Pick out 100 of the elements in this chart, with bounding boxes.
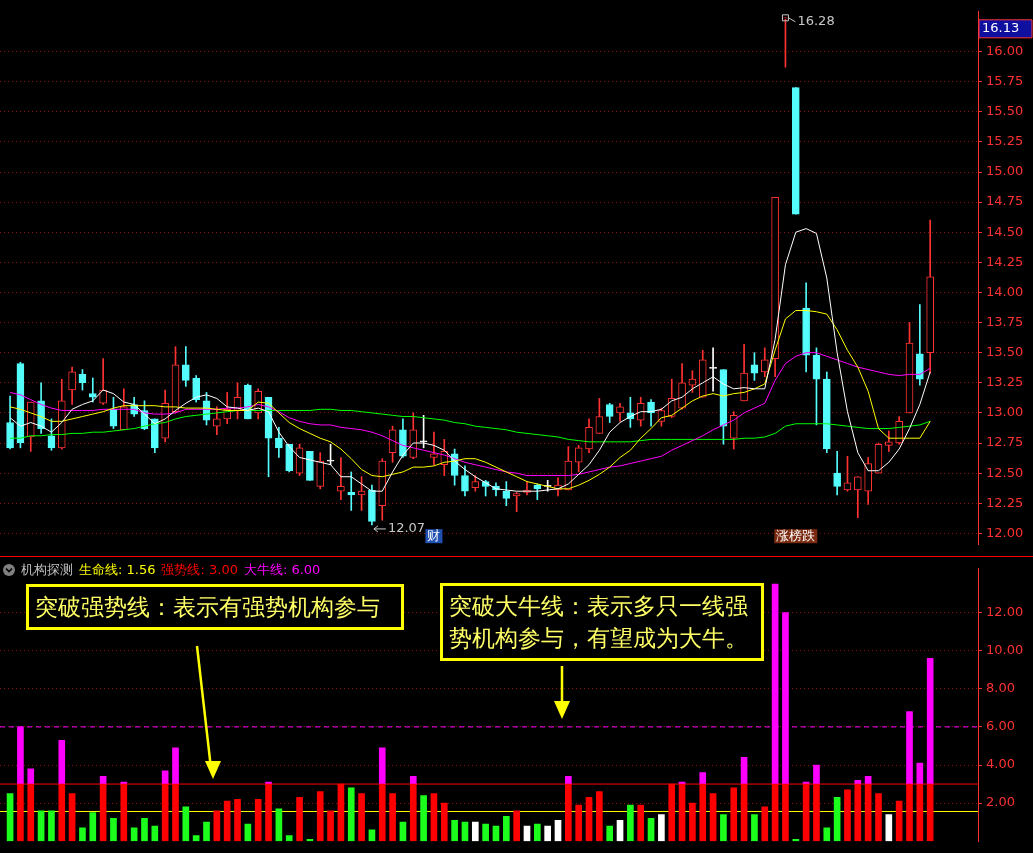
bar [368, 829, 376, 842]
bar [68, 793, 76, 842]
bar [110, 818, 117, 842]
bar [285, 835, 293, 842]
annotation: 财 [427, 527, 441, 543]
y-tick-label: 12.50 [986, 464, 1024, 480]
bar [637, 804, 645, 842]
bar [575, 804, 583, 842]
bar [513, 810, 520, 842]
bar [502, 816, 510, 842]
text: 16.13 [982, 20, 1020, 36]
bar [782, 612, 789, 785]
bar [451, 819, 458, 842]
y-tick-label: 12.00 [986, 524, 1024, 540]
bar [275, 808, 283, 842]
y-tick-label: 4.00 [986, 756, 1015, 772]
bar [627, 804, 634, 842]
y-tick-label: 15.75 [986, 73, 1024, 89]
bar [544, 825, 551, 842]
bar [792, 838, 800, 842]
bar [161, 770, 169, 785]
y-tick-label: 10.00 [986, 642, 1024, 658]
annotation: 突破强势线：表示有强势机构参与 [26, 584, 404, 630]
bar [420, 795, 427, 842]
ref-line-label: 强势线: 3.00 [161, 561, 238, 579]
bar [89, 812, 97, 842]
bar [141, 818, 148, 842]
bar [430, 793, 438, 842]
bar [6, 793, 14, 842]
bar [327, 810, 334, 842]
bar [709, 793, 717, 842]
bar [471, 821, 479, 842]
bar [565, 776, 572, 785]
candlestick [347, 471, 356, 511]
y-tick-label: 15.25 [986, 133, 1024, 149]
bar [482, 823, 489, 842]
bar [79, 827, 86, 842]
bar [234, 798, 241, 842]
bar [37, 810, 45, 842]
bar [358, 793, 365, 842]
bar [223, 800, 231, 842]
bar [606, 825, 614, 842]
ref-line-label: 生命线: 1.56 [79, 561, 156, 579]
bar [585, 797, 593, 842]
bar [875, 793, 882, 842]
bar [596, 791, 603, 842]
bar [192, 835, 200, 842]
y-tick-label: 2.00 [986, 794, 1015, 810]
bar [647, 818, 655, 842]
bar [689, 802, 696, 842]
candlestick [337, 457, 345, 500]
bar [844, 789, 851, 842]
y-tick-label: 8.00 [986, 680, 1015, 696]
bar [761, 806, 769, 842]
y-tick-label: 13.00 [986, 404, 1024, 420]
bar [203, 821, 210, 842]
bar [926, 658, 934, 785]
bar [378, 747, 386, 785]
y-tick-label: 13.50 [986, 344, 1024, 360]
bar [854, 779, 862, 785]
bar [720, 814, 727, 842]
bar [48, 810, 55, 842]
bar [730, 787, 738, 842]
bar [27, 768, 35, 785]
annotation: 16.28 [797, 13, 835, 29]
ref-line-label: 大牛线: 6.00 [243, 561, 321, 579]
bar [823, 827, 831, 842]
chart-title: 机构探测 [21, 561, 73, 579]
bar [213, 810, 221, 842]
bar [440, 802, 448, 842]
annotation: 涨榜跌 [776, 527, 816, 543]
bar [699, 772, 707, 785]
y-tick-label: 16.00 [986, 42, 1024, 58]
bar [254, 798, 262, 842]
bar [151, 825, 159, 842]
y-tick-label: 14.00 [986, 283, 1024, 299]
bar [296, 797, 303, 842]
bar [409, 776, 417, 785]
y-tick-label: 6.00 [986, 718, 1015, 734]
bar [58, 739, 66, 785]
y-tick-label: 12.25 [986, 494, 1024, 510]
bar [172, 747, 179, 785]
bar [833, 797, 841, 842]
bar [347, 787, 355, 842]
y-tick-label: 15.50 [986, 103, 1024, 119]
bar [813, 764, 820, 785]
bar [885, 814, 893, 842]
annotation: 突破大牛线：表示多只一线强势机构参与，有望成为大牛。 [440, 583, 764, 661]
y-tick-label: 14.75 [986, 193, 1024, 209]
candlestick [430, 431, 438, 466]
y-tick-label: 15.00 [986, 163, 1024, 179]
bar [658, 814, 665, 842]
bar [534, 823, 541, 842]
bar [751, 814, 758, 842]
y-tick-label: 14.25 [986, 253, 1024, 269]
bar [316, 791, 324, 842]
annotation: 12.07 [387, 520, 426, 536]
bar [389, 793, 396, 842]
y-tick-label: 12.00 [986, 603, 1024, 619]
y-tick-label: 12.75 [986, 434, 1024, 450]
